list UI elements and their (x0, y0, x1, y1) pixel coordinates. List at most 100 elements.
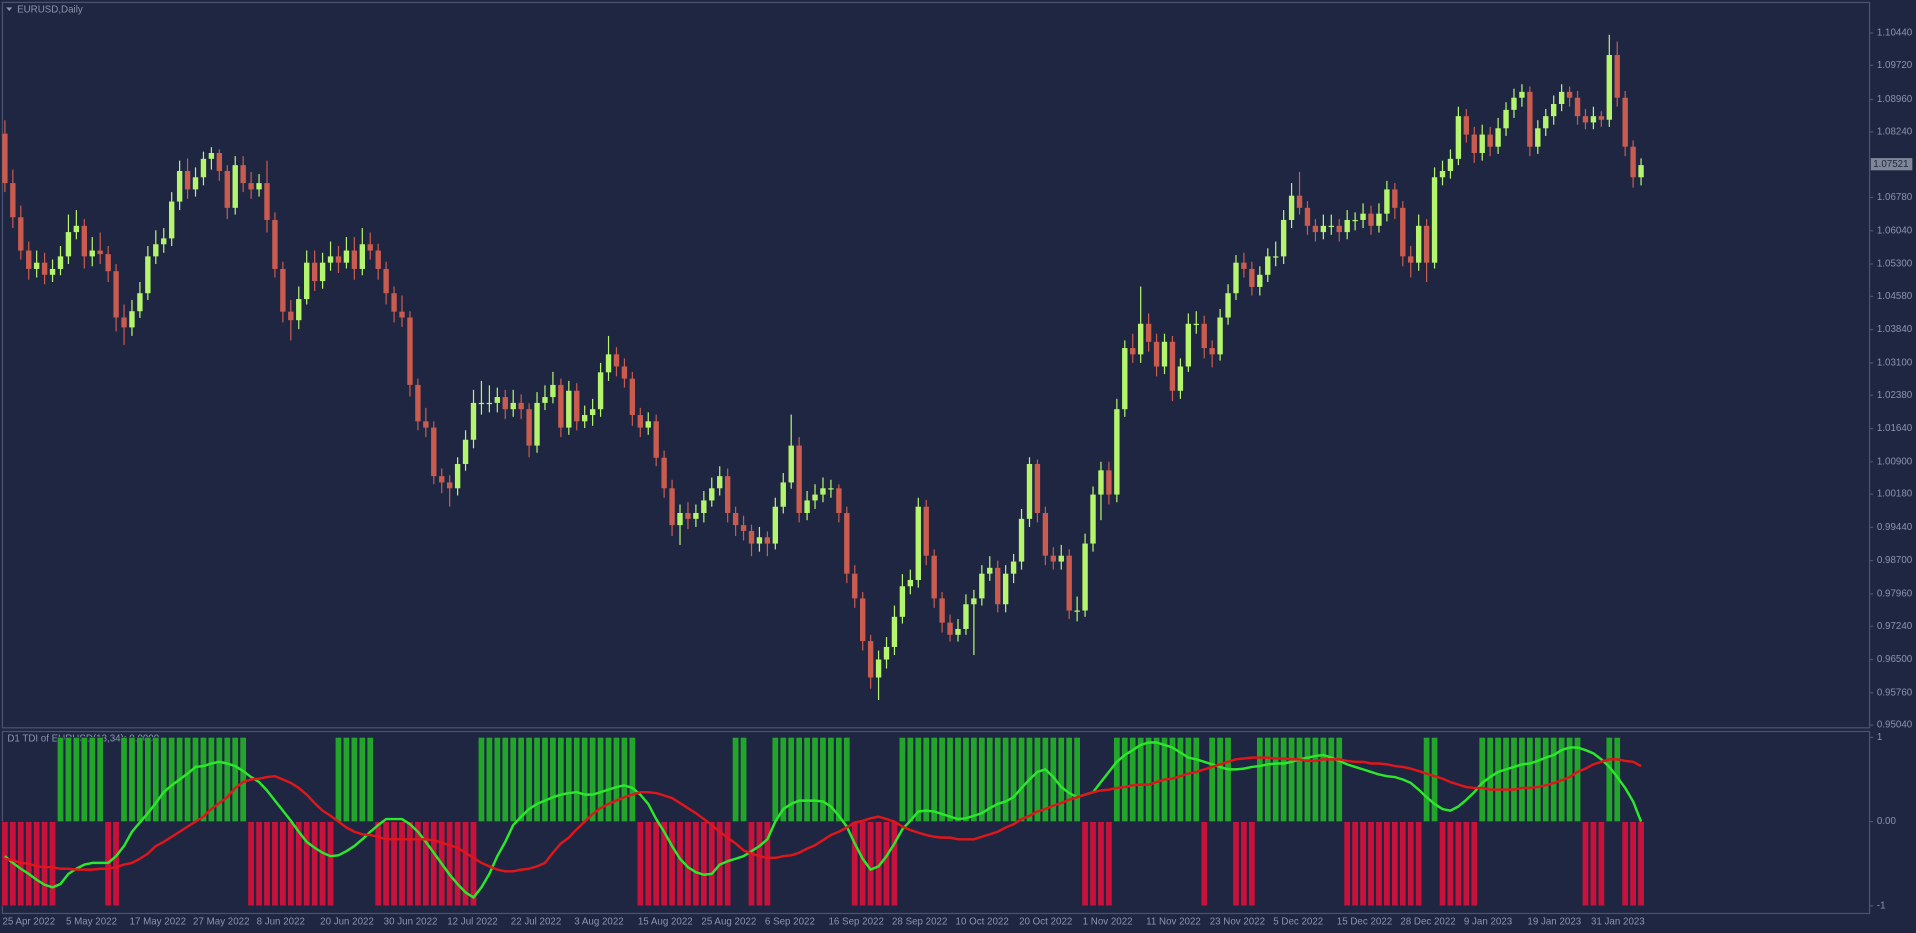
histogram-bar (1256, 737, 1264, 822)
histogram-bar (80, 737, 88, 822)
candle-body (1249, 268, 1255, 287)
histogram-bar (1375, 821, 1383, 907)
candle-body (335, 256, 342, 263)
y-tick-label: 1.04580 (1877, 291, 1913, 302)
candle-body (756, 537, 763, 544)
x-tick-label: 5 Dec 2022 (1273, 917, 1323, 928)
candle-body (1296, 195, 1303, 208)
candle-body (1042, 513, 1049, 556)
histogram-bar (1597, 821, 1605, 907)
candle-body (1328, 225, 1334, 228)
candle-body (184, 170, 191, 190)
candle-body (288, 311, 294, 321)
histogram-bar (1550, 737, 1558, 822)
candle-body (415, 384, 421, 422)
histogram-bar (644, 821, 652, 907)
histogram-bar (1351, 821, 1359, 907)
candle-body (486, 402, 493, 405)
candle-body (685, 513, 691, 519)
candle-body (1312, 225, 1319, 233)
x-tick-label: 11 Nov 2022 (1146, 917, 1201, 928)
histogram-bar (33, 821, 41, 907)
x-tick-label: 20 Oct 2022 (1019, 917, 1072, 928)
candle-body (1344, 219, 1350, 233)
candle-body (1614, 55, 1620, 98)
histogram-bar (922, 737, 930, 822)
histogram-bar (311, 821, 319, 907)
candle-body (26, 250, 32, 269)
histogram-bar (1446, 821, 1454, 907)
histogram-bar (1359, 821, 1367, 907)
y-tick-label: 0.98700 (1877, 555, 1913, 566)
histogram-bar (827, 737, 835, 822)
x-tick-label: 9 Jan 2023 (1464, 917, 1512, 928)
collapse-icon[interactable] (6, 7, 13, 11)
candle-body (73, 225, 80, 233)
histogram-bar (1621, 821, 1629, 907)
histogram-bar (160, 737, 168, 822)
candle-body (1622, 97, 1628, 147)
histogram-bar (795, 737, 803, 822)
histogram-bar (930, 737, 938, 822)
histogram-bar (1407, 821, 1415, 907)
candle-body (1423, 225, 1430, 263)
candle-body (359, 244, 365, 269)
candle-body (1431, 177, 1438, 263)
candle-body (311, 262, 318, 282)
histogram-bar (334, 737, 342, 822)
candle-body (1010, 561, 1017, 574)
candle-body (1201, 323, 1207, 349)
candle-body (1352, 219, 1358, 222)
histogram-bar (1184, 737, 1192, 822)
candle-body (1400, 207, 1406, 257)
candle-body (987, 567, 993, 574)
histogram-bar (692, 821, 700, 907)
histogram-bar (517, 737, 525, 822)
histogram-bar (1589, 821, 1597, 907)
histogram-bar (398, 821, 406, 907)
candle-body (407, 317, 413, 385)
candle-body (1273, 256, 1279, 258)
x-tick-label: 25 Aug 2022 (701, 917, 756, 928)
chart-title: EURUSD,Daily (17, 4, 83, 15)
histogram-bar (493, 737, 501, 822)
histogram-bar (541, 737, 549, 822)
histogram-bar (724, 821, 732, 907)
histogram-bar (422, 821, 430, 907)
histogram-bar (843, 737, 851, 822)
candle-body (582, 415, 588, 422)
candle-body (1582, 116, 1589, 123)
candle-body (1447, 158, 1454, 171)
candle-body (804, 500, 810, 514)
histogram-bar (700, 821, 708, 907)
candle-body (1122, 348, 1128, 410)
candle-body (137, 293, 143, 312)
histogram-bar (215, 737, 223, 822)
candle-body (693, 513, 699, 519)
candle-body (1106, 470, 1112, 495)
candle-body (899, 586, 906, 617)
candle-body (971, 598, 977, 605)
histogram-bar (1327, 737, 1335, 822)
histogram-bar (636, 821, 644, 907)
candle-body (153, 244, 159, 257)
candle-body (1479, 134, 1485, 154)
candle-body (645, 421, 651, 428)
candle-body (176, 170, 183, 202)
candle-body (327, 256, 334, 263)
histogram-bar (414, 821, 422, 907)
histogram-bar (1113, 737, 1121, 822)
candle-body (820, 488, 826, 495)
histogram-bar (1542, 737, 1550, 822)
candle-body (1082, 543, 1088, 611)
candle-body (168, 201, 175, 239)
candle-body (1543, 116, 1549, 129)
histogram-bar (1033, 737, 1041, 822)
histogram-bar (263, 821, 271, 907)
candle-body (49, 268, 56, 275)
candle-body (89, 250, 95, 257)
candle-body (383, 268, 389, 294)
histogram-bar (144, 737, 152, 822)
histogram-bar (1494, 737, 1502, 822)
candle-body (836, 488, 842, 514)
